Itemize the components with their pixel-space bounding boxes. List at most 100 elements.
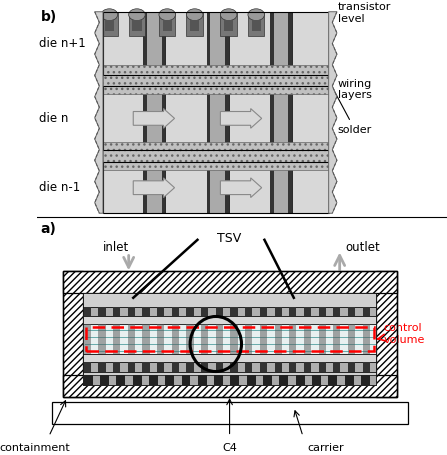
Bar <box>103 86 329 150</box>
Bar <box>63 271 396 293</box>
Text: inlet: inlet <box>103 241 129 254</box>
Bar <box>98 362 105 372</box>
Bar <box>270 12 292 213</box>
Bar <box>225 12 229 213</box>
Bar <box>186 12 203 36</box>
Bar <box>186 307 194 317</box>
Bar <box>333 324 341 354</box>
Bar <box>103 162 329 213</box>
Text: C4: C4 <box>222 443 237 453</box>
Bar <box>105 20 114 31</box>
Bar <box>201 362 208 372</box>
Polygon shape <box>329 12 337 213</box>
Bar <box>216 307 223 317</box>
Bar <box>363 324 370 354</box>
Bar <box>103 150 329 162</box>
Bar <box>113 362 120 372</box>
Text: TSV: TSV <box>217 232 242 245</box>
Bar <box>304 307 311 317</box>
Bar <box>98 324 105 354</box>
Bar <box>172 307 179 317</box>
Ellipse shape <box>101 9 118 20</box>
Bar <box>296 375 304 385</box>
Text: b): b) <box>41 10 57 24</box>
Bar <box>260 307 267 317</box>
Bar <box>329 375 337 385</box>
Bar <box>231 362 238 372</box>
Bar <box>348 324 355 354</box>
Bar <box>260 362 267 372</box>
Bar <box>98 307 105 317</box>
Bar <box>157 307 164 317</box>
Bar <box>289 362 296 372</box>
Bar <box>143 307 150 317</box>
Text: carrier: carrier <box>308 443 344 453</box>
Text: die n: die n <box>39 112 68 125</box>
Bar <box>289 307 296 317</box>
Bar <box>84 324 91 354</box>
Bar <box>162 12 165 213</box>
Bar <box>157 324 164 354</box>
Bar <box>231 324 238 354</box>
Bar <box>245 362 252 372</box>
Text: die n+1: die n+1 <box>39 37 85 50</box>
Bar <box>63 375 396 397</box>
Bar <box>113 307 120 317</box>
Bar <box>116 375 125 385</box>
Bar <box>304 362 311 372</box>
Bar <box>363 362 370 372</box>
Text: outlet: outlet <box>345 241 380 254</box>
Bar <box>143 12 147 213</box>
Bar <box>165 375 174 385</box>
Bar <box>248 12 265 36</box>
Bar <box>319 324 326 354</box>
Bar <box>361 375 370 385</box>
Bar <box>216 324 223 354</box>
Bar <box>101 12 118 36</box>
Bar <box>85 327 374 351</box>
Bar <box>252 20 261 31</box>
FancyArrow shape <box>220 109 261 128</box>
Text: containment: containment <box>0 443 71 453</box>
Bar <box>288 12 292 213</box>
Bar <box>274 307 282 317</box>
Bar <box>83 372 376 385</box>
Bar <box>143 324 150 354</box>
Bar <box>220 12 237 36</box>
Bar <box>103 86 329 94</box>
Bar <box>157 362 164 372</box>
Bar <box>186 324 194 354</box>
Bar <box>216 362 223 372</box>
Bar <box>83 307 376 317</box>
Bar <box>103 65 329 75</box>
Bar <box>231 307 238 317</box>
Bar <box>129 12 145 36</box>
Bar <box>172 324 179 354</box>
Bar <box>63 271 396 397</box>
Bar <box>163 20 172 31</box>
Bar <box>231 375 239 385</box>
Text: control
volume: control volume <box>378 324 425 345</box>
Bar <box>128 362 135 372</box>
FancyArrow shape <box>220 178 261 197</box>
Bar <box>207 12 229 213</box>
Bar <box>260 324 267 354</box>
Text: a): a) <box>41 222 56 236</box>
Bar <box>279 375 288 385</box>
Ellipse shape <box>159 9 176 20</box>
Bar <box>100 375 109 385</box>
Bar <box>63 271 83 397</box>
Bar <box>83 317 376 324</box>
FancyArrow shape <box>133 178 174 197</box>
Bar <box>84 307 91 317</box>
Bar <box>289 324 296 354</box>
Bar <box>103 162 329 213</box>
Bar <box>181 375 190 385</box>
Bar <box>245 307 252 317</box>
Bar <box>83 293 376 307</box>
Bar <box>83 324 376 354</box>
Bar <box>263 375 272 385</box>
Text: wiring
layers: wiring layers <box>331 71 372 100</box>
Bar <box>345 375 354 385</box>
Bar <box>201 307 208 317</box>
